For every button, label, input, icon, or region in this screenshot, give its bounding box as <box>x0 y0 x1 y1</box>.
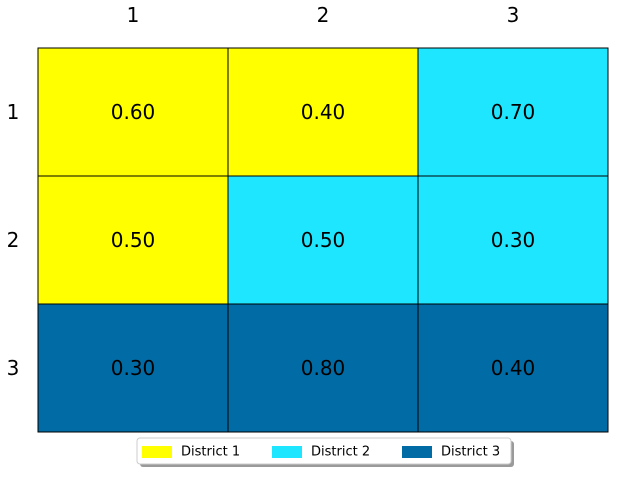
heatmap-cell-r3-c2 <box>227 303 419 433</box>
heatmap-cell-r1-c2 <box>227 47 419 177</box>
y-tick-label-2: 2 <box>7 228 20 252</box>
heatmap-cell-r2-c1 <box>37 175 229 305</box>
heatmap-cell-r1-c3 <box>417 47 609 177</box>
x-tick-label-1: 1 <box>127 3 140 27</box>
heatmap-cell-r3-c1 <box>37 303 229 433</box>
heatmap-cells: 0.60 0.40 0.70 0.50 0.50 0.30 0.30 0.80 0.40 <box>37 47 609 433</box>
cell-value-label-r3-c1: 0.30 <box>111 356 156 380</box>
legend-swatch-3 <box>402 446 432 458</box>
cell-value-label-r1-c1: 0.60 <box>111 100 156 124</box>
cell-value-label-r3-c2: 0.80 <box>301 356 346 380</box>
legend-swatch-2 <box>272 446 302 458</box>
heatmap-cell-r1-c1 <box>37 47 229 177</box>
cell-value-label-r1-c2: 0.40 <box>301 100 346 124</box>
cell-value-label-r3-c3: 0.40 <box>491 356 536 380</box>
x-tick-label-2: 2 <box>317 3 330 27</box>
cell-value-label-r2-c2: 0.50 <box>301 228 346 252</box>
y-tick-label-3: 3 <box>7 356 20 380</box>
legend-label-3: District 3 <box>441 445 500 460</box>
y-tick-label-1: 1 <box>7 100 20 124</box>
cell-value-label-r2-c3: 0.30 <box>491 228 536 252</box>
heatmap-cell-r2-c3 <box>417 175 609 305</box>
heatmap-cell-r2-c2 <box>227 175 419 305</box>
cell-value-label-r2-c1: 0.50 <box>111 228 156 252</box>
cell-value-label-r1-c3: 0.70 <box>491 100 536 124</box>
legend-swatch-1 <box>142 446 172 458</box>
axis-tick-labels: 1 2 3 1 2 3 <box>7 3 520 380</box>
heatmap-cell-r3-c3 <box>417 303 609 433</box>
x-tick-label-3: 3 <box>507 3 520 27</box>
legend-label-2: District 2 <box>311 445 370 460</box>
legend-label-1: District 1 <box>181 445 240 460</box>
legend: District 1 District 2 District 3 <box>136 437 514 467</box>
